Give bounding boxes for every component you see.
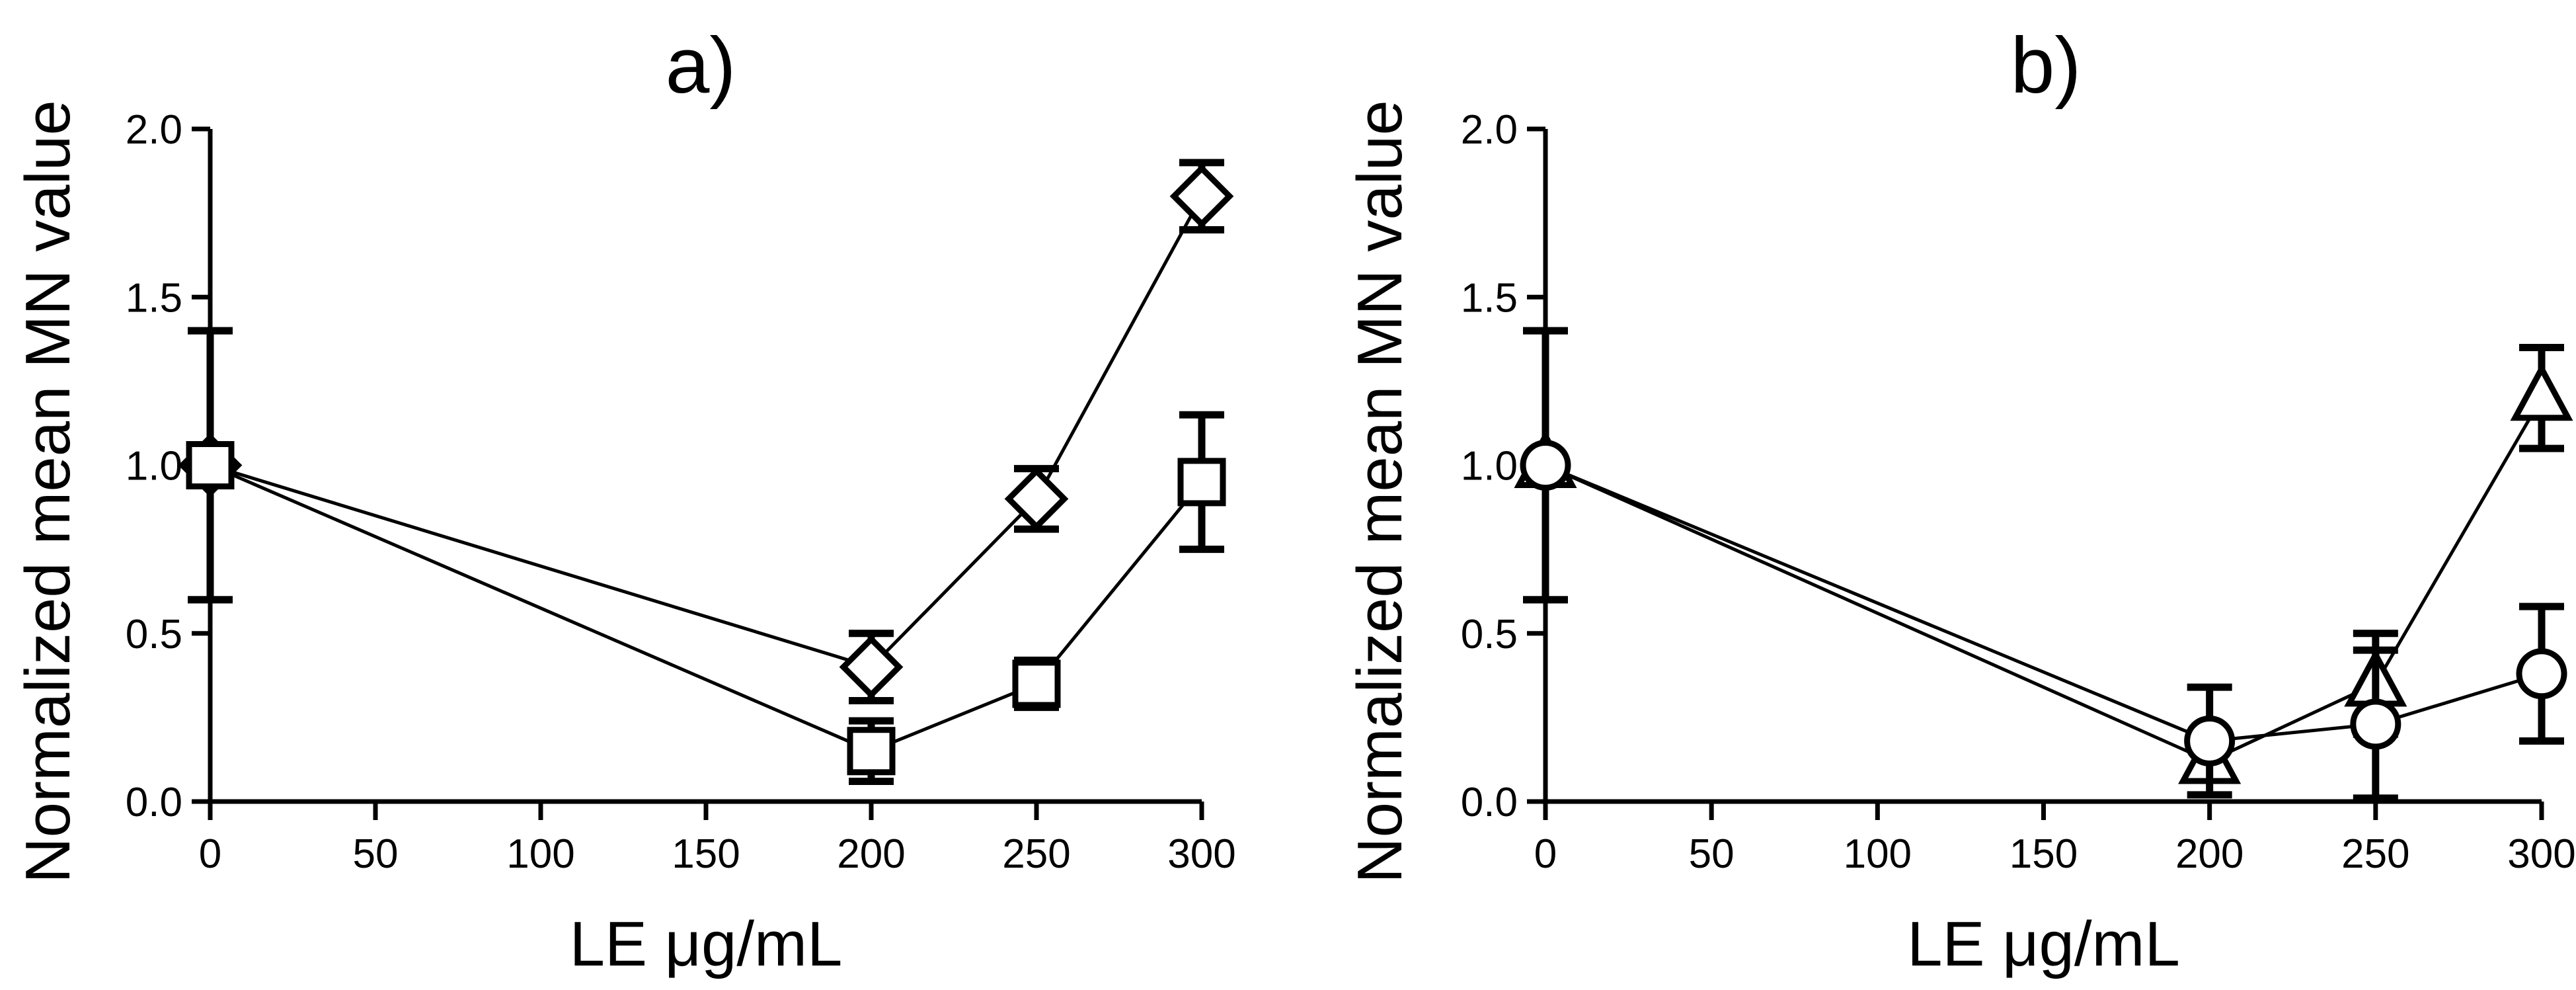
x-tick-label: 250 bbox=[1002, 831, 1070, 877]
panel-a: a) 0.0 0.5 1.0 1.5 2.0 0 50 100 150 200 250 300 LE μg… bbox=[13, 21, 1236, 979]
x-tick-label: 150 bbox=[672, 831, 740, 877]
data-point-circle bbox=[2184, 715, 2236, 766]
data-point-square bbox=[186, 441, 235, 489]
data-point-square bbox=[847, 727, 896, 776]
x-axis-title: LE μg/mL bbox=[1907, 909, 2180, 979]
x-tick-label: 200 bbox=[837, 831, 905, 877]
chart-title: b) bbox=[2011, 21, 2082, 110]
y-tick-label: 1.0 bbox=[1461, 444, 1518, 489]
x-tick-label: 300 bbox=[1167, 831, 1235, 877]
y-tick-label: 2.0 bbox=[1461, 107, 1518, 153]
series-circle bbox=[1520, 327, 2567, 802]
y-tick-label: 0.5 bbox=[126, 612, 182, 657]
data-point-square bbox=[1177, 458, 1226, 507]
x-tick-label: 0 bbox=[1534, 831, 1557, 877]
data-point-diamond bbox=[839, 635, 904, 699]
x-tick-label: 50 bbox=[353, 831, 399, 877]
y-tick-label: 2.0 bbox=[126, 107, 182, 153]
data-point-triangle bbox=[2510, 362, 2573, 421]
y-tick-label: 0.0 bbox=[126, 780, 182, 825]
y-tick-label: 1.5 bbox=[1461, 275, 1518, 321]
y-tick-label: 1.5 bbox=[126, 275, 182, 321]
data-point-circle bbox=[1520, 440, 1571, 491]
data-point-circle bbox=[2350, 698, 2401, 750]
series-line bbox=[210, 464, 1203, 753]
x-tick-label: 50 bbox=[1689, 831, 1735, 877]
series-square bbox=[186, 327, 1226, 785]
series-diamond bbox=[178, 159, 1234, 704]
data-point-circle bbox=[2516, 648, 2567, 700]
data-point-square bbox=[1012, 659, 1061, 708]
x-tick-label: 100 bbox=[1844, 831, 1912, 877]
x-tick-label: 300 bbox=[2507, 831, 2575, 877]
panel-b: b) 0.0 0.5 1.0 1.5 2.0 0 50 100 150 200 250 300 LE μg… bbox=[1345, 21, 2576, 979]
series-line bbox=[210, 195, 1204, 669]
series-line bbox=[1545, 464, 2542, 743]
data-point-diamond bbox=[1004, 466, 1069, 531]
chart-title: a) bbox=[666, 21, 736, 110]
y-axis-title: Normalized mean MN value bbox=[13, 100, 83, 883]
y-tick-label: 0.0 bbox=[1461, 780, 1518, 825]
y-tick-label: 0.5 bbox=[1461, 612, 1518, 657]
x-tick-label: 250 bbox=[2341, 831, 2409, 877]
y-axis-title: Normalized mean MN value bbox=[1345, 100, 1415, 883]
x-tick-label: 100 bbox=[506, 831, 574, 877]
x-tick-label: 150 bbox=[2010, 831, 2078, 877]
series-line bbox=[1544, 397, 2544, 763]
x-tick-label: 200 bbox=[2175, 831, 2244, 877]
data-point-diamond bbox=[1169, 164, 1234, 229]
y-tick-label: 1.0 bbox=[126, 444, 182, 489]
x-tick-label: 0 bbox=[199, 831, 221, 877]
x-axis-title: LE μg/mL bbox=[570, 909, 843, 979]
